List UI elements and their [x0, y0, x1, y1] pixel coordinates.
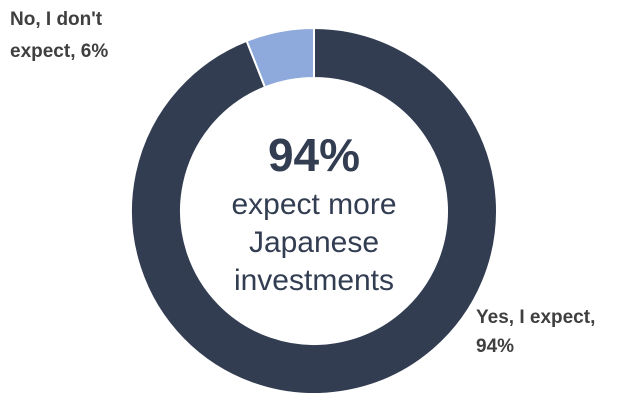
donut-slice-no [245, 26, 315, 89]
slice-label-no-line-2: expect, 6% [10, 41, 108, 62]
center-line-3: investments [234, 264, 394, 297]
center-value: 94% [268, 129, 360, 181]
donut-slice-yes [130, 26, 498, 393]
center-line-2: Japanese [249, 226, 379, 259]
slice-label-no: No, I don't expect, 6% [10, 9, 108, 62]
slice-label-yes: Yes, I expect, 94% [476, 307, 595, 357]
center-line-1: expect more [231, 188, 396, 221]
slice-label-yes-line-2: 94% [476, 336, 514, 357]
center-label: 94% expect more Japanese investments [231, 129, 396, 297]
donut-slices [130, 26, 498, 393]
slice-label-yes-line-1: Yes, I expect, [476, 307, 595, 328]
slice-label-no-line-1: No, I don't [10, 9, 103, 30]
